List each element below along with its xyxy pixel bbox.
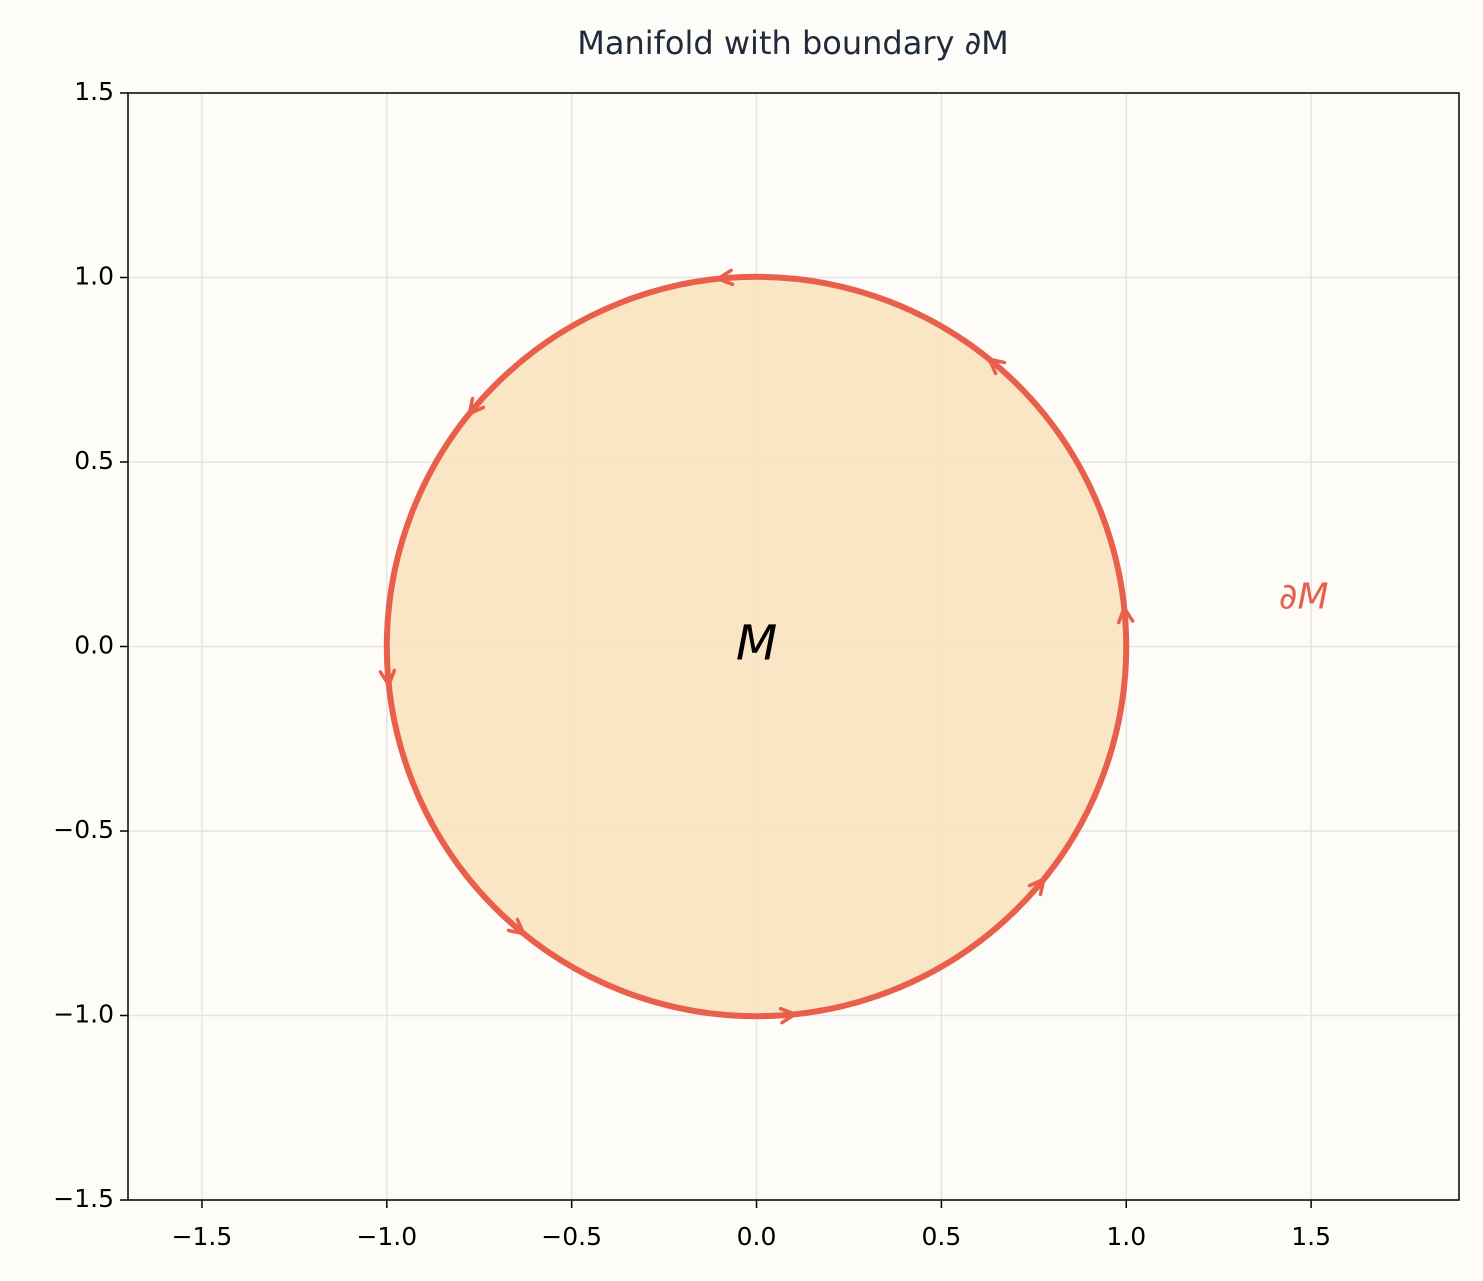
x-tick-label: −1.5 xyxy=(172,1222,233,1251)
x-tick-label: −1.0 xyxy=(356,1222,417,1251)
x-tick-label: 1.0 xyxy=(1106,1222,1146,1251)
chart-title: Manifold with boundary ∂M xyxy=(577,24,1008,62)
manifold-region xyxy=(386,276,1127,1017)
orientation-arrow xyxy=(778,1006,800,1025)
y-tick-label: −0.5 xyxy=(53,815,114,844)
boundary xyxy=(383,273,1130,1020)
y-tick-label: 1.0 xyxy=(74,262,114,291)
y-tick-label: 0.0 xyxy=(74,631,114,660)
axes-frame xyxy=(127,92,1460,1201)
y-tick-label: −1.0 xyxy=(53,1000,114,1029)
orientation-arrow xyxy=(1027,876,1047,897)
orientation-arrow xyxy=(713,268,735,287)
x-tick-label: 0.0 xyxy=(737,1222,777,1251)
y-tick-label: 0.5 xyxy=(74,446,114,475)
annotation: M xyxy=(736,616,777,672)
x-tick-label: 1.5 xyxy=(1291,1222,1331,1251)
orientation-arrow xyxy=(506,917,527,937)
annotation: ∂M xyxy=(1279,577,1329,618)
x-tick-label: −0.5 xyxy=(541,1222,602,1251)
orientation-arrow xyxy=(1116,603,1135,625)
orientation-arrow xyxy=(986,356,1007,376)
y-tick-label: −1.5 xyxy=(53,1184,114,1213)
y-tick-label: 1.5 xyxy=(74,77,114,106)
orientation-arrow xyxy=(466,396,486,417)
orientation-arrow xyxy=(378,668,397,690)
x-tick-label: 0.5 xyxy=(922,1222,962,1251)
